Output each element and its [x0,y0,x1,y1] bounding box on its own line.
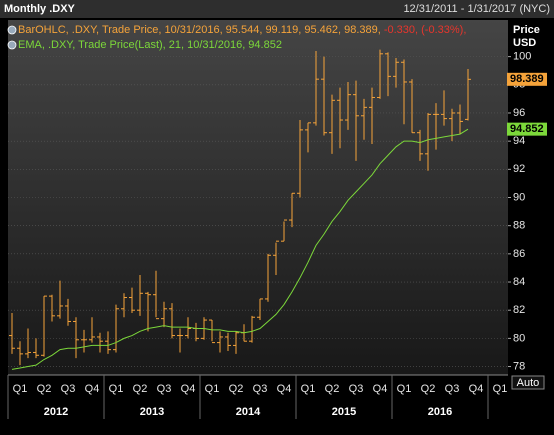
last-ema-label: 94.852 [510,123,544,135]
y-tick-label: 80 [513,332,525,344]
x-tick-label: Q2 [229,383,244,395]
y-tick-label: 92 [513,163,525,175]
x-tick-label: Q1 [397,383,412,395]
x-tick-label: Q4 [85,383,100,395]
x-tick-label: Q1 [13,383,28,395]
legend-change: -0.330, (-0.33%), [384,24,467,36]
x-tick-label: Q4 [373,383,388,395]
x-tick-label: Q2 [421,383,436,395]
y-tick-label: 96 [513,107,525,119]
x-tick-label: Q3 [349,383,364,395]
title-bar [0,0,554,18]
chart-title: Monthly .DXY [4,3,76,15]
year-label: 2014 [236,406,261,418]
y-tick-label: 78 [513,360,525,372]
x-tick-label: Q2 [133,383,148,395]
plot-layer [8,49,508,370]
last-ema-box [507,122,547,136]
x-tick-label: Q2 [37,383,52,395]
x-tick-label: Q4 [181,383,196,395]
date-range: 12/31/2011 - 1/31/2017 (NYC) [403,3,550,15]
legend-name: BarOHLC, .DXY, Trade Price, 10/31/2016, … [18,24,381,36]
x-tick-label: Q4 [469,383,484,395]
legend-entry: BarOHLC, .DXY, Trade Price, 10/31/2016, … [18,24,466,36]
ema-line [11,128,469,370]
x-tick-label: Q3 [61,383,76,395]
x-tick-label: Q2 [325,383,340,395]
last-price-box [507,72,547,86]
y-tick-label: 86 [513,248,525,260]
year-label: 2013 [140,406,164,418]
y-axis-title: Price [513,24,540,36]
x-tick-label: Q3 [445,383,460,395]
y-tick-label: 90 [513,191,525,203]
x-tick-label: Q1 [205,383,220,395]
y-tick-label: 88 [513,220,525,232]
y-axis-title: USD [513,37,536,49]
x-tick-label: Q3 [253,383,268,395]
x-tick-label: Q4 [277,383,292,395]
year-label: 2015 [332,406,356,418]
y-tick-label: 84 [513,276,525,288]
year-label: 2012 [44,406,68,418]
auto-button[interactable] [511,375,545,390]
legend-icon [7,25,17,35]
x-tick-label: Q1 [493,383,508,395]
x-tick-label: Q1 [109,383,124,395]
auto-label[interactable]: Auto [517,377,540,389]
legend-entry: EMA, .DXY, Trade Price(Last), 21, 10/31/… [18,39,282,51]
legend-icon [7,40,17,50]
x-tick-label: Q3 [157,383,172,395]
y-tick-label: 82 [513,304,525,316]
y-tick-label: 100 [513,51,531,63]
y-tick-label: 94 [513,135,525,147]
x-tick-label: Q1 [301,383,316,395]
year-label: 2016 [428,406,452,418]
last-price-label: 98.389 [510,73,544,85]
